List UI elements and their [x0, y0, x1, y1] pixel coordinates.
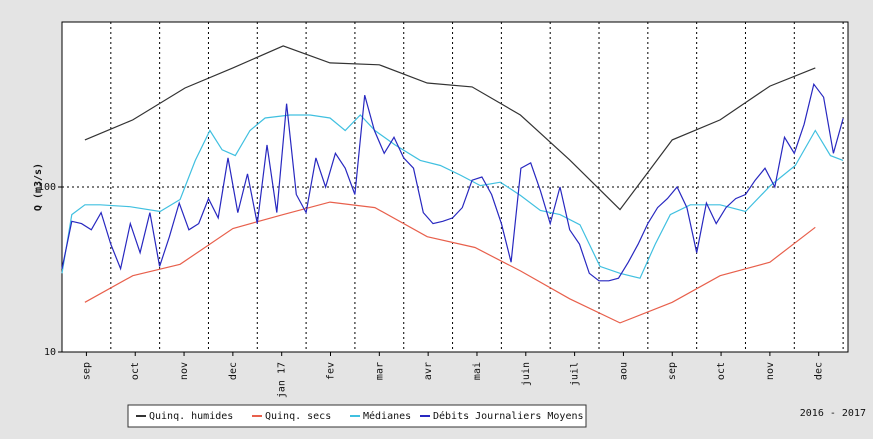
series-line: [61, 114, 844, 279]
series-line: [84, 201, 816, 324]
x-tick-label: avr: [423, 362, 434, 380]
x-tick-label: oct: [130, 362, 141, 380]
x-tick-label: aou: [618, 362, 629, 380]
x-tick-label: nov: [765, 362, 776, 380]
x-tick-label: mar: [374, 362, 385, 380]
x-tick-label: mai: [472, 362, 483, 380]
x-tick-label: dec: [228, 362, 239, 380]
y-tick-label: 10: [44, 347, 56, 358]
x-tick-label: juin: [521, 362, 532, 386]
y-tick-label: 100: [38, 182, 56, 193]
annotation: 2016 - 2017: [800, 408, 866, 419]
legend-label: Débits Journaliers Moyens: [433, 410, 584, 422]
x-tick-label: nov: [179, 362, 190, 380]
x-tick-label: sep: [81, 362, 92, 380]
plot-area: [61, 21, 849, 353]
legend-label: Quinq. humides: [149, 411, 233, 422]
x-tick-label: jan 17: [277, 362, 288, 398]
x-tick-label: fev: [326, 362, 337, 380]
series-line: [84, 45, 816, 211]
x-tick-label: dec: [814, 362, 825, 380]
x-tick-label: juil: [570, 362, 581, 386]
series-line: [61, 82, 844, 282]
x-tick-label: oct: [716, 362, 727, 380]
legend-label: Médianes: [363, 410, 411, 422]
x-tick-label: sep: [667, 362, 678, 380]
y-axis-label: Q (m3/s): [33, 163, 44, 211]
legend-label: Quinq. secs: [265, 411, 331, 422]
